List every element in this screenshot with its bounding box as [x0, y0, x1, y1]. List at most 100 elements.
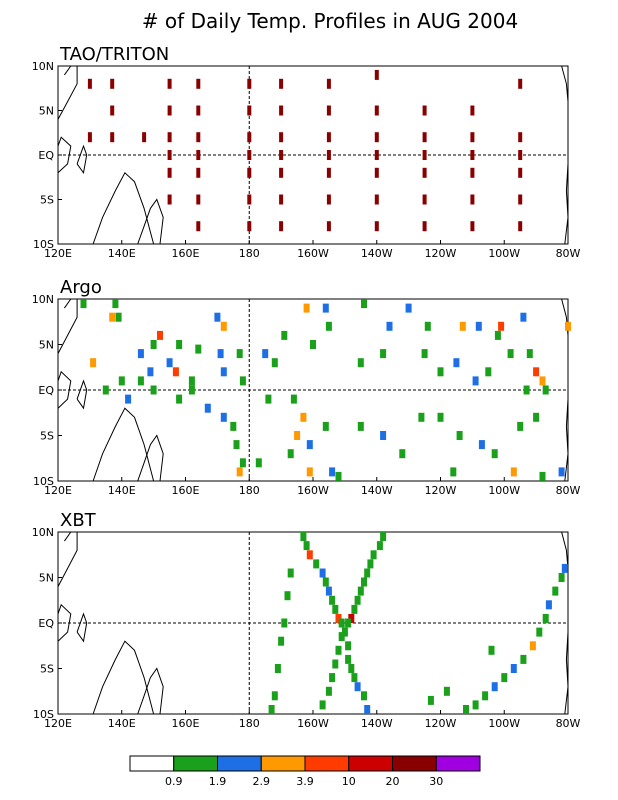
tao-ytick-label: 5S — [40, 194, 54, 207]
xbt-mark-47 — [542, 614, 549, 623]
xbt-mark-21 — [370, 550, 377, 560]
tao-ytick-label: EQ — [38, 149, 54, 162]
argo-mark-43 — [453, 358, 460, 368]
xbt-mark-33 — [329, 673, 336, 683]
xbt-mark-0 — [300, 532, 307, 541]
xbt-mark-59 — [488, 645, 495, 655]
argo-mark-59 — [230, 421, 237, 431]
xbt-mark-5 — [322, 577, 329, 587]
xbt-mark-55 — [472, 700, 479, 710]
argo-mark-57 — [204, 403, 211, 413]
tao-xtick-label: 140W — [361, 247, 393, 260]
xbt-xtick-label: 120E — [44, 717, 72, 730]
argo-panel: Argo 120E 140E 160E 180 160W 140W 120W 100W 80W 10… — [32, 277, 581, 497]
tao-xtick-label: 100W — [488, 247, 520, 260]
xbt-xtick-label: 140W — [361, 717, 393, 730]
argo-title: Argo — [60, 277, 102, 298]
xbt-ytick-label: EQ — [38, 617, 54, 630]
xbt-mark-28 — [348, 614, 355, 623]
xbt-ytick-label: 5S — [40, 663, 54, 676]
argo-mark-28 — [90, 358, 97, 368]
xbt-mark-3 — [313, 559, 320, 569]
tao-title: TAO/TRITON — [59, 44, 169, 65]
colorbar-swatch-6 — [392, 755, 437, 772]
colorbar-swatch-5 — [348, 755, 393, 772]
tao-mark-2 — [167, 78, 172, 89]
argo-mark-34 — [118, 376, 125, 386]
tao-mark-8 — [518, 78, 523, 89]
argo-mark-50 — [539, 376, 546, 386]
tao-mark-43 — [326, 167, 331, 178]
tao-mark-49 — [196, 194, 201, 205]
xbt-mark-35 — [319, 700, 326, 710]
xbt-mark-46 — [545, 600, 552, 610]
tao-mark-27 — [422, 132, 427, 143]
argo-mark-16 — [322, 303, 329, 313]
argo-mark-42 — [437, 367, 444, 377]
tao-ytick-label: 10S — [33, 238, 54, 251]
xbt-xtick-label: 80W — [556, 717, 581, 730]
argo-mark-64 — [306, 440, 313, 450]
argo-mark-49 — [542, 385, 549, 395]
tao-xtick-label: 180 — [239, 247, 260, 260]
xbt-mark-36 — [287, 568, 294, 578]
xbt-mark-48 — [536, 627, 543, 637]
tao-mark-38 — [518, 150, 523, 160]
argo-mark-41 — [421, 349, 428, 359]
tao-mark-64 — [518, 221, 523, 232]
xbt-mark-58 — [427, 695, 434, 705]
argo-mark-76 — [239, 458, 246, 468]
xbt-mark-25 — [357, 586, 364, 596]
argo-mark-46 — [507, 349, 514, 359]
xbt-mark-39 — [278, 636, 285, 646]
xbt-mark-14 — [348, 664, 355, 673]
argo-mark-77 — [236, 467, 243, 477]
xbt-mark-11 — [341, 627, 348, 637]
argo-mark-11 — [217, 349, 224, 359]
xbt-mark-29 — [345, 618, 352, 628]
xbt-ytick-label: 5N — [39, 572, 54, 585]
argo-mark-84 — [450, 467, 457, 477]
tao-xtick-label: 140E — [108, 247, 136, 260]
xbt-xtick-label: 120W — [425, 717, 457, 730]
argo-mark-14 — [281, 330, 288, 340]
argo-mark-7 — [176, 340, 183, 349]
xbt-mark-2 — [306, 550, 313, 560]
xbt-mark-12 — [345, 641, 352, 651]
argo-mark-53 — [125, 394, 132, 404]
tao-mark-44 — [374, 167, 379, 178]
argo-mark-65 — [322, 421, 329, 431]
tao-mark-10 — [167, 105, 172, 116]
xbt-mark-30 — [338, 632, 345, 642]
argo-mark-73 — [517, 421, 524, 431]
xbt-mark-7 — [329, 595, 336, 605]
tao-mark-13 — [279, 105, 284, 116]
colorbar-label: 10 — [342, 775, 356, 788]
argo-mark-19 — [325, 321, 332, 331]
xbt-panel: XBT 120E 140E 160E 180 160W 140W 120W 100W 80W 10N… — [32, 510, 581, 730]
xbt-xtick-label: 160W — [297, 717, 329, 730]
tao-mark-3 — [196, 78, 201, 89]
tao-mark-36 — [422, 150, 427, 160]
argo-mark-18 — [405, 303, 412, 313]
tao-xtick-label: 160W — [297, 247, 329, 260]
xbt-mark-26 — [354, 595, 361, 605]
xbt-ytick-label: 10S — [33, 708, 54, 721]
argo-mark-1 — [112, 299, 119, 309]
colorbar-swatch-2 — [217, 755, 262, 772]
argo-ytick-label: 10S — [33, 475, 54, 488]
argo-mark-74 — [533, 412, 540, 422]
tao-mark-58 — [247, 221, 252, 232]
tao-mark-30 — [167, 150, 172, 160]
xbt-mark-50 — [520, 654, 527, 664]
tao-xtick-label: 120E — [44, 247, 72, 260]
tao-mark-53 — [374, 194, 379, 205]
tao-mark-33 — [279, 150, 284, 160]
tao-mark-63 — [470, 221, 475, 232]
tao-mark-60 — [326, 221, 331, 232]
argo-mark-36 — [239, 376, 246, 386]
tao-mark-61 — [374, 221, 379, 232]
argo-ytick-label: 5N — [39, 339, 54, 352]
xbt-mark-45 — [552, 586, 559, 596]
tao-mark-24 — [279, 132, 284, 143]
